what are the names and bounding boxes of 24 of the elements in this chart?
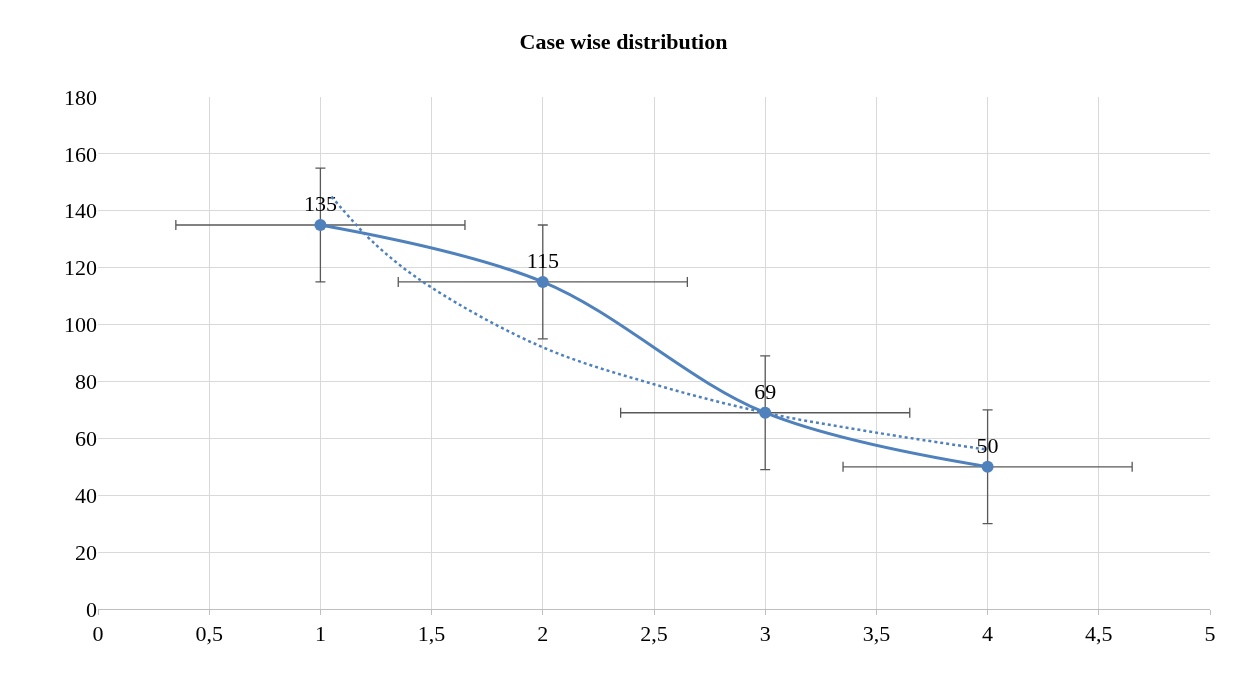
y-tick-label: 140 (64, 198, 97, 224)
x-tick-label: 0,5 (195, 621, 223, 647)
y-tick-label: 40 (75, 482, 97, 508)
point (981, 460, 994, 473)
x-tick-label: 4 (982, 621, 994, 647)
x-tick-label: 3,5 (862, 621, 891, 647)
point (536, 275, 549, 288)
point (314, 219, 327, 231)
y-tick-label: 160 (64, 141, 97, 167)
y-tick-label: 60 (75, 426, 97, 452)
y-tick-label: 20 (75, 539, 97, 565)
y-tick-label: 120 (64, 255, 97, 281)
x-tick-label: 3 (759, 621, 771, 647)
chart-title: Case wise distribution (519, 29, 728, 55)
x-tick-label: 2,5 (640, 621, 668, 647)
x-tick-label: 2 (537, 621, 549, 647)
y-tick-label: 100 (64, 312, 97, 338)
x-tick-label: 1 (314, 621, 326, 647)
x-tick-label: 4,5 (1085, 621, 1113, 647)
y-tick-label: 180 (64, 84, 97, 110)
y-tick-label: 80 (75, 369, 97, 395)
x-tick-label: 1,5 (417, 621, 446, 647)
x-tick-label: 5 (1204, 621, 1216, 647)
y-tick-label: 0 (86, 596, 97, 622)
